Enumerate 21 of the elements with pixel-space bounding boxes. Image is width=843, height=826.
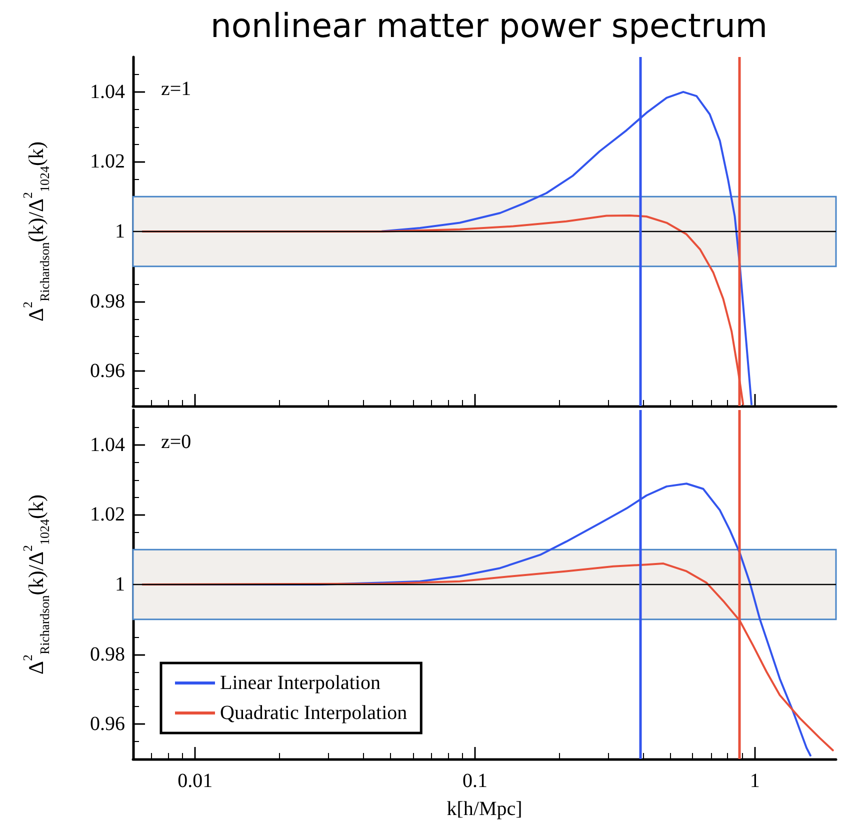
y-tick-label: 0.98 <box>90 290 125 312</box>
y-tick-label: 1.02 <box>90 150 125 173</box>
chart-title: nonlinear matter power spectrum <box>210 6 768 45</box>
y-tick-label: 1 <box>115 574 125 596</box>
y-tick-label: 0.98 <box>90 643 125 666</box>
y-tick-label: 1.04 <box>90 80 125 103</box>
y-axis-title: Δ2Richardson(k)/Δ21024(k) <box>20 141 52 322</box>
y-axis-title: Δ2Richardson(k)/Δ21024(k) <box>20 494 52 675</box>
y-tick-label: 1 <box>115 220 125 242</box>
x-tick-label: 1 <box>750 770 760 792</box>
annotation: z=0 <box>161 431 192 453</box>
y-tick-label: 1.04 <box>90 434 125 456</box>
y-tick-label: 1.02 <box>90 504 125 526</box>
annotation: z=1 <box>161 78 192 100</box>
y-tick-label: 0.96 <box>90 713 125 736</box>
x-axis-title: k[h/Mpc] <box>446 798 522 820</box>
y-tick-label: 0.96 <box>90 360 125 382</box>
legend-label: Linear Interpolation <box>220 672 380 694</box>
x-tick-label: 0.01 <box>178 770 213 792</box>
legend-label: Quadratic Interpolation <box>220 702 408 724</box>
x-tick-label: 0.1 <box>462 770 488 792</box>
